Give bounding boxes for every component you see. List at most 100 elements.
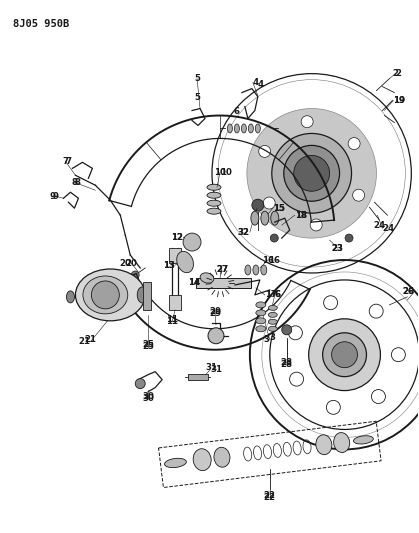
Ellipse shape (251, 211, 259, 225)
Text: 20: 20 (119, 259, 131, 268)
Text: 14: 14 (188, 278, 200, 287)
Ellipse shape (253, 265, 259, 275)
Circle shape (323, 333, 367, 377)
Ellipse shape (256, 326, 266, 332)
Ellipse shape (207, 192, 221, 198)
Text: 18: 18 (295, 211, 307, 220)
Text: 14: 14 (188, 278, 200, 287)
Text: 6: 6 (275, 290, 281, 300)
Text: 10: 10 (220, 168, 232, 177)
Text: 10: 10 (214, 168, 226, 177)
Text: 31: 31 (210, 365, 222, 374)
Text: 21: 21 (84, 335, 96, 344)
Text: 31: 31 (205, 363, 217, 372)
Ellipse shape (256, 310, 266, 316)
Text: 7: 7 (62, 157, 69, 166)
Circle shape (372, 390, 385, 403)
Text: 22: 22 (264, 492, 276, 502)
Text: 15: 15 (273, 204, 285, 213)
Text: 27: 27 (216, 265, 228, 274)
Bar (169, 248, 181, 263)
Circle shape (183, 233, 201, 251)
Circle shape (263, 197, 275, 209)
Text: 17: 17 (265, 290, 277, 300)
Ellipse shape (316, 435, 332, 455)
Text: 5: 5 (194, 74, 200, 83)
Circle shape (290, 372, 304, 386)
Text: 2: 2 (396, 69, 401, 78)
Text: 25: 25 (142, 340, 154, 349)
Circle shape (391, 348, 405, 362)
Circle shape (208, 328, 224, 344)
Ellipse shape (207, 184, 221, 190)
Text: 25: 25 (142, 342, 154, 351)
Text: 17: 17 (265, 290, 277, 300)
Ellipse shape (228, 124, 233, 133)
Text: 13: 13 (163, 261, 175, 270)
Circle shape (91, 281, 119, 309)
Text: 28: 28 (281, 358, 293, 367)
Text: 26: 26 (402, 287, 414, 296)
Text: 3: 3 (264, 335, 270, 344)
Text: 32: 32 (238, 228, 250, 237)
Circle shape (369, 304, 383, 318)
Text: 11: 11 (166, 317, 178, 326)
Text: 19: 19 (393, 96, 406, 105)
Circle shape (247, 109, 376, 238)
Circle shape (353, 189, 365, 201)
Ellipse shape (245, 265, 251, 275)
Circle shape (272, 133, 352, 213)
Circle shape (284, 146, 339, 201)
Text: 29: 29 (209, 309, 221, 318)
Text: 22: 22 (264, 491, 276, 500)
Ellipse shape (234, 124, 239, 133)
Circle shape (259, 146, 271, 157)
Ellipse shape (268, 319, 277, 324)
Text: 6: 6 (275, 290, 281, 300)
Text: 23: 23 (331, 244, 344, 253)
Text: 5: 5 (194, 93, 200, 102)
Ellipse shape (200, 273, 214, 283)
Text: 23: 23 (331, 244, 344, 253)
Circle shape (252, 199, 264, 211)
Ellipse shape (256, 318, 266, 324)
Text: 24: 24 (373, 221, 385, 230)
Circle shape (331, 342, 357, 368)
Text: 16: 16 (268, 255, 280, 264)
Text: 21: 21 (78, 337, 91, 346)
Circle shape (348, 138, 360, 150)
Circle shape (282, 325, 292, 335)
Text: 6: 6 (234, 107, 240, 116)
Text: 30: 30 (142, 392, 154, 401)
Ellipse shape (165, 458, 186, 467)
Circle shape (288, 326, 303, 340)
Circle shape (345, 234, 353, 242)
Text: 8: 8 (72, 178, 78, 187)
Text: 3: 3 (270, 333, 276, 342)
Text: 29: 29 (209, 308, 221, 317)
Text: 9: 9 (52, 192, 59, 201)
Ellipse shape (334, 433, 350, 453)
Ellipse shape (207, 200, 221, 206)
Ellipse shape (248, 124, 253, 133)
Text: 27: 27 (216, 265, 228, 274)
Circle shape (323, 296, 338, 310)
Ellipse shape (268, 326, 277, 332)
Bar (196, 278, 251, 288)
Ellipse shape (214, 447, 230, 467)
Ellipse shape (255, 124, 260, 133)
Circle shape (310, 219, 322, 231)
Text: 19: 19 (393, 96, 406, 105)
Ellipse shape (241, 124, 246, 133)
Text: 4: 4 (258, 80, 264, 89)
Text: 30: 30 (142, 394, 154, 403)
Bar (143, 282, 151, 310)
Circle shape (294, 156, 330, 191)
Ellipse shape (83, 276, 128, 314)
Text: 8: 8 (75, 178, 80, 187)
Bar (169, 295, 181, 310)
Text: 28: 28 (281, 360, 293, 369)
Text: 8J05 950B: 8J05 950B (13, 19, 69, 29)
Ellipse shape (261, 265, 267, 275)
Text: 13: 13 (163, 261, 175, 270)
